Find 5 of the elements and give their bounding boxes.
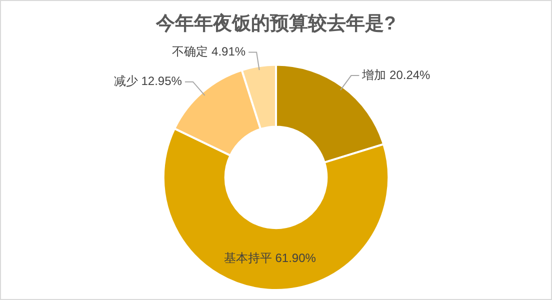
slice-label: 不确定 4.91% [172,44,246,59]
slice-label: 增加 20.24% [361,68,431,82]
slice-label: 减少 12.95% [114,74,182,88]
chart-title: 今年年夜饭的预算较去年是? [155,12,396,35]
slice-label: 基本持平 61.90% [224,251,316,266]
